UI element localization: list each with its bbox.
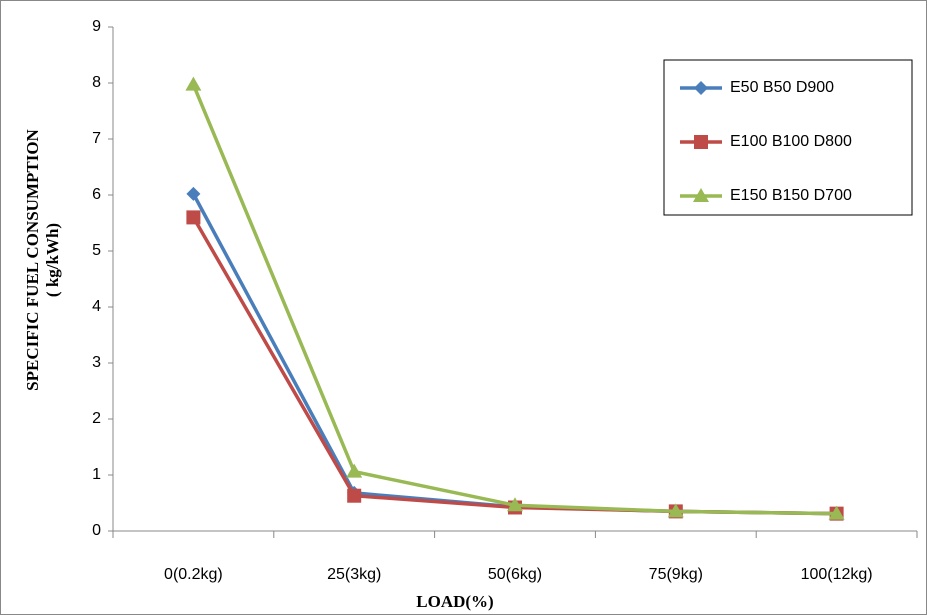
marker	[694, 81, 708, 95]
y-tick-label: 2	[92, 410, 101, 427]
y-tick-label: 3	[92, 354, 101, 371]
y-tick-label: 7	[92, 130, 101, 147]
marker	[186, 186, 201, 201]
y-tick-label: 0	[92, 522, 101, 539]
x-tick-label: 75(9kg)	[649, 566, 703, 583]
x-tick-label: 100(12kg)	[801, 566, 873, 583]
x-tick-label: 25(3kg)	[327, 566, 381, 583]
marker	[667, 503, 684, 518]
y-axis-label: SPECIFIC FUEL CONSUMPTION	[23, 128, 42, 390]
marker	[694, 135, 708, 149]
y-axis-label: ( kg/kWh)	[43, 223, 62, 297]
marker	[186, 210, 201, 225]
y-tick-label: 8	[92, 74, 101, 91]
marker	[347, 488, 362, 503]
marker	[507, 497, 523, 512]
x-tick-label: 50(6kg)	[488, 566, 542, 583]
y-tick-label: 9	[92, 18, 101, 35]
marker	[693, 188, 709, 202]
x-axis-label: LOAD(%)	[416, 592, 493, 611]
y-tick-label: 4	[92, 298, 101, 315]
legend-label: E150 B150 D700	[730, 187, 852, 204]
y-tick-label: 5	[92, 242, 101, 259]
marker	[828, 505, 845, 520]
y-tick-label: 6	[92, 186, 101, 203]
marker	[185, 76, 202, 91]
marker	[346, 463, 363, 478]
legend-label: E50 B50 D900	[730, 79, 834, 96]
y-tick-label: 1	[92, 466, 101, 483]
legend-label: E100 B100 D800	[730, 133, 852, 150]
x-tick-label: 0(0.2kg)	[164, 566, 223, 583]
